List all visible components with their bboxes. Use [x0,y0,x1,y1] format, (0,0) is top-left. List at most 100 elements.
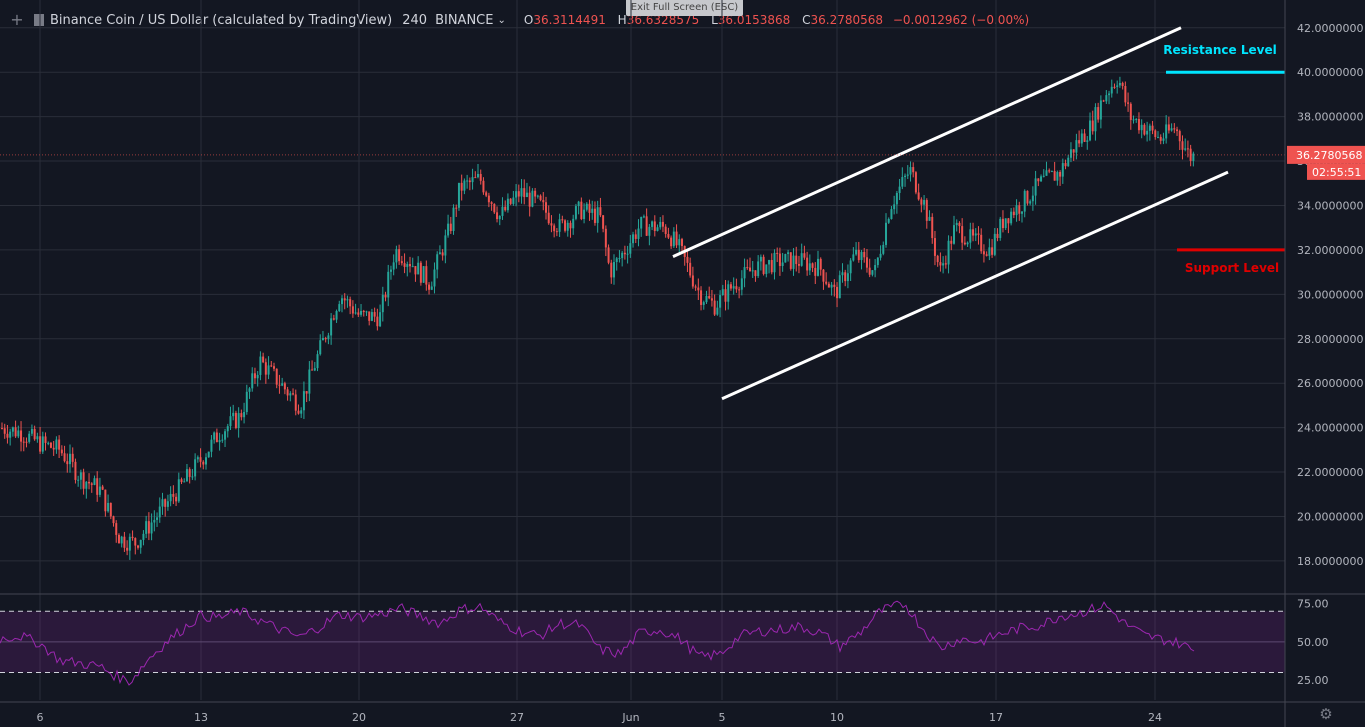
candle-body [846,273,849,282]
candle-body [1151,125,1154,131]
candle-body [1140,124,1143,131]
candle-body [1121,82,1124,86]
candle-body [558,219,561,232]
candle-body [338,304,341,312]
candle-body [289,393,292,396]
candle-body [139,539,142,548]
candle-body [1181,141,1184,150]
candle-body [229,416,232,427]
candle-body [3,428,6,434]
candle-body [653,221,656,231]
candle-body [207,451,210,458]
y-tick-label: 26.0000000 [1297,377,1363,390]
candle-body [536,195,539,197]
candle-body [452,207,455,231]
candle-body [729,284,732,289]
candle-body [1146,130,1149,135]
candle-body [417,262,420,275]
candle-body [221,439,224,441]
exit-fullscreen-hint[interactable]: Exit Full Screen (ESC) [626,0,743,16]
candle-body [493,203,496,213]
candle-body [963,242,966,245]
candle-body [610,262,613,278]
candle-body [321,338,324,341]
candle-body [865,257,868,268]
candle-body [710,298,713,301]
symbol-name[interactable]: Binance Coin / US Dollar (calculated by … [50,12,393,28]
candle-body [849,260,852,274]
chevron-down-icon[interactable]: ⌄ [497,14,506,26]
candle-body [909,167,912,175]
candle-body [17,430,20,437]
candle-body [697,287,700,291]
timeframe[interactable]: 240 [402,12,428,28]
candle-body [25,441,28,443]
candle-body [1029,201,1032,204]
candle-body [346,299,349,301]
candle-body [471,177,474,183]
candle-body [645,216,648,236]
candle-body [283,383,286,390]
candle-body [30,428,33,434]
candle-body [626,253,629,255]
candle-body [49,442,52,448]
candle-body [686,256,689,263]
candle-body [980,234,983,252]
candle-body [874,265,877,271]
candle-body [11,427,14,432]
candle-body [180,479,183,483]
candle-body [36,436,39,440]
candle-body [267,365,270,375]
candle-body [700,290,703,305]
candle-body [240,413,243,418]
candle-body [294,394,297,411]
candle-body [659,221,662,228]
candle-body [477,173,479,178]
candle-body [395,249,398,263]
candle-body [9,431,12,438]
candle-body [308,369,311,394]
x-tick-label: Jun [621,711,639,724]
candle-body [528,192,531,207]
candle-body [1127,102,1130,104]
candle-body [55,439,58,450]
gear-icon[interactable]: ⚙ [1319,705,1333,723]
candle-body [906,174,909,176]
x-tick-label: 5 [719,711,726,724]
candle-body [852,254,855,261]
candle-body [185,469,188,482]
candle-body [156,517,159,520]
candle-body [523,188,526,198]
candle-body [1091,120,1094,132]
candle-body [33,428,36,440]
candle-body [1023,190,1026,212]
candle-body [716,307,719,315]
candle-body [648,226,651,236]
candle-body [613,262,615,278]
candle-body [1064,163,1067,167]
candle-body [28,433,31,442]
candle-body [890,209,893,220]
price-tag-value: 36.2780568 [1296,149,1362,162]
candle-body [1078,140,1081,144]
candle-body [569,222,572,229]
candle-body [98,486,101,495]
candle-body [738,289,741,291]
candle-body [705,296,708,303]
candle-body [702,302,705,305]
candle-body [253,373,256,379]
candle-body [188,469,191,477]
candle-body [1124,85,1127,103]
candle-body [787,252,790,255]
plus-icon[interactable]: + [10,10,24,29]
candle-body [300,410,303,414]
exchange[interactable]: BINANCE [435,12,494,28]
candle-body [566,222,569,231]
candle-body [474,177,477,179]
candle-body [1050,171,1053,173]
candle-body [1132,119,1135,121]
candle-body [797,264,800,266]
candle-body [512,197,515,204]
candle-body [574,206,577,219]
